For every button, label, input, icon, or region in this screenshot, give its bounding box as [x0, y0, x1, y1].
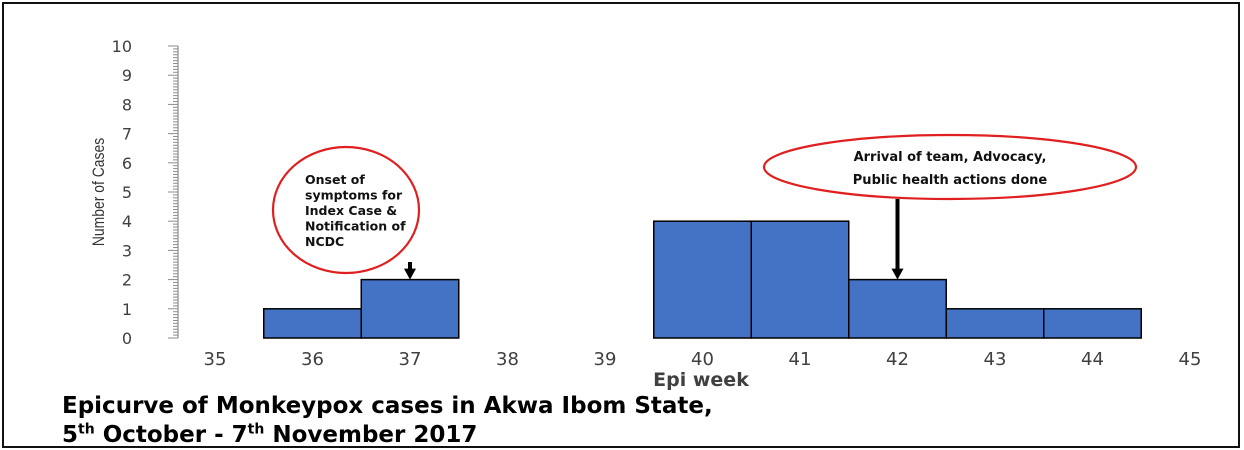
bar-week-44	[1043, 308, 1142, 339]
y-tick-label: 3	[122, 241, 132, 260]
caption-line-2: 5th October - 7th November 2017	[62, 421, 478, 448]
bar-week-36	[263, 308, 362, 339]
y-tick-label: 7	[122, 125, 132, 144]
annotation-bubble	[762, 133, 1138, 201]
x-tick-label: 43	[984, 349, 1007, 370]
annotation-bubble	[271, 145, 421, 275]
y-tick-label: 2	[122, 271, 132, 290]
annotation-text: Onset of	[305, 172, 365, 187]
x-tick-label: 40	[691, 349, 714, 370]
y-tick-label: 0	[122, 329, 132, 348]
y-tick-label: 10	[112, 37, 132, 56]
x-tick-label: 36	[301, 349, 324, 370]
x-tick-label: 45	[1179, 349, 1202, 370]
annotation-arrow-head	[404, 268, 416, 280]
x-tick-label: 41	[789, 349, 812, 370]
annotation-text: symptoms for	[305, 188, 403, 203]
x-axis-title: Epi week	[653, 369, 749, 391]
bar-week-37	[360, 278, 460, 339]
annotation-text: Public health actions done	[853, 173, 1048, 188]
x-tick-label: 38	[496, 349, 519, 370]
x-tick-label: 37	[399, 349, 422, 370]
y-tick-label: 5	[122, 183, 132, 202]
caption-line-1: Epicurve of Monkeypox cases in Akwa Ibom…	[62, 393, 713, 419]
bar-week-41	[750, 220, 850, 339]
bar-week-43	[945, 308, 1045, 339]
y-tick-label: 8	[122, 95, 132, 114]
y-tick-label: 9	[122, 66, 132, 85]
annotation-text: Index Case &	[305, 203, 397, 218]
x-tick-label: 42	[886, 349, 909, 370]
y-tick-label: 6	[122, 154, 132, 173]
y-axis-title: Number of Cases	[90, 138, 109, 247]
annotation-arrow-head	[891, 268, 904, 280]
x-tick-label: 44	[1081, 349, 1104, 370]
annotation-2: Arrival of team, Advocacy, Public health …	[762, 133, 1138, 280]
annotation-text: NCDC	[305, 234, 344, 249]
x-tick-label: 39	[594, 349, 617, 370]
x-tick-label: 35	[204, 349, 227, 370]
bar-week-40	[653, 220, 752, 339]
figure-caption: Epicurve of Monkeypox cases in Akwa Ibom…	[62, 392, 713, 450]
annotation-text: Notification of	[305, 219, 406, 234]
annotation-text: Arrival of team, Advocacy,	[854, 150, 1047, 165]
y-tick-label: 4	[122, 212, 132, 231]
y-tick-label: 1	[122, 300, 132, 319]
bar-week-42	[848, 278, 947, 339]
